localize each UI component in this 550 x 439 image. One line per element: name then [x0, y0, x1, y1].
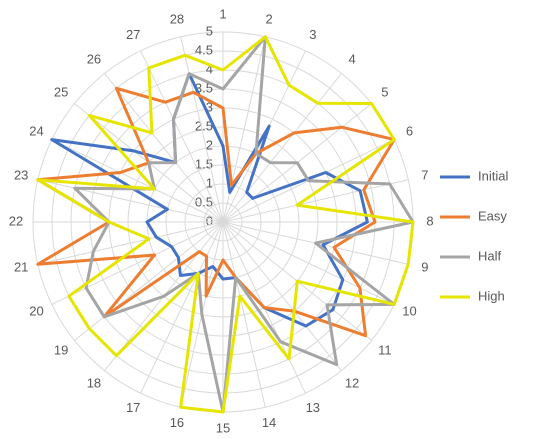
legend-label: Easy — [478, 208, 507, 223]
category-label: 11 — [378, 342, 392, 357]
category-label: 24 — [29, 124, 43, 139]
category-label: 1 — [219, 6, 226, 21]
spoke — [140, 221, 224, 394]
r-tick-label: 1 — [206, 175, 213, 190]
r-tick-label: 0 — [206, 213, 213, 228]
r-tick-label: 4 — [206, 61, 213, 76]
category-label: 13 — [306, 400, 320, 415]
r-tick-label: 4.5 — [195, 42, 213, 57]
category-label: 6 — [406, 124, 413, 139]
spoke — [180, 36, 224, 223]
r-tick-label: 2.5 — [195, 118, 213, 133]
category-label: 18 — [87, 375, 101, 390]
category-label: 4 — [348, 52, 355, 67]
category-label: 8 — [426, 213, 433, 228]
category-label: 10 — [402, 303, 416, 318]
spoke — [37, 179, 224, 223]
category-label: 22 — [9, 213, 23, 228]
category-label: 2 — [265, 12, 272, 27]
category-label: 25 — [54, 84, 68, 99]
spoke — [51, 221, 224, 305]
legend-label: High — [478, 288, 505, 303]
series-line — [36, 86, 396, 338]
category-label: 12 — [345, 375, 359, 390]
r-tick-label: 0.5 — [195, 194, 213, 209]
category-label: 28 — [170, 12, 184, 27]
spoke — [222, 179, 409, 223]
category-label: 17 — [126, 400, 140, 415]
spoke — [222, 73, 342, 223]
r-tick-label: 5 — [206, 23, 213, 38]
category-label: 23 — [14, 167, 28, 182]
r-tick-label: 3.5 — [195, 80, 213, 95]
series-line — [36, 35, 415, 414]
category-label: 16 — [170, 415, 184, 430]
category-label: 14 — [262, 415, 276, 430]
r-tick-label: 2 — [206, 137, 213, 152]
category-label: 26 — [87, 52, 101, 67]
series-line — [50, 72, 369, 328]
spoke — [37, 221, 224, 265]
category-label: 7 — [421, 167, 428, 182]
spoke — [222, 221, 342, 371]
spoke — [51, 139, 224, 223]
category-label: 20 — [29, 303, 43, 318]
spoke — [104, 73, 224, 223]
spoke — [74, 221, 224, 341]
spoke — [222, 221, 395, 305]
category-label: 15 — [216, 420, 230, 434]
category-label: 3 — [309, 27, 316, 42]
spoke — [140, 50, 224, 223]
category-label: 27 — [126, 27, 140, 42]
legend-label: Initial — [478, 168, 508, 183]
category-label: 9 — [421, 259, 428, 274]
r-tick-label: 3 — [206, 99, 213, 114]
legend-label: Half — [478, 248, 502, 263]
category-label: 21 — [14, 259, 28, 274]
category-label: 19 — [54, 342, 68, 357]
spoke — [222, 221, 266, 408]
category-label: 5 — [381, 84, 388, 99]
